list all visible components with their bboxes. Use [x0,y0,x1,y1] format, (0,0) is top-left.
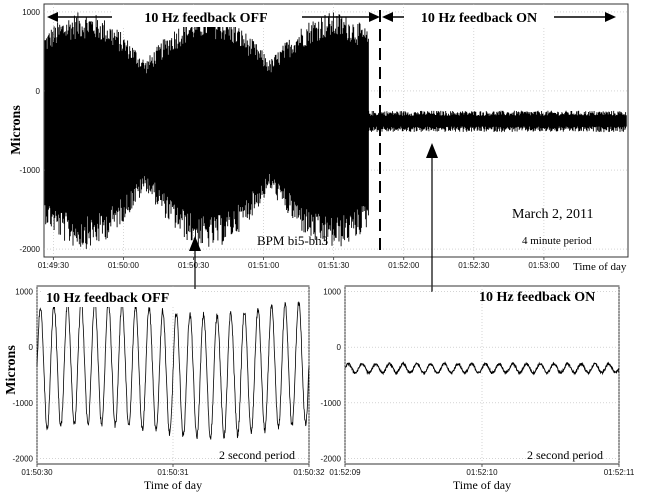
on-arrow-right-head [605,12,616,22]
bl-x-axis-label: Time of day [144,478,202,492]
arrow-to-off-subplot-head [189,236,201,251]
top-x-ticks: 01:49:30 01:50:00 01:50:30 01:51:00 01:51:30… [38,261,560,270]
bl-series-trace [36,299,310,440]
top-series [44,12,627,249]
br-x-axis-label: Time of day [453,478,511,492]
off-arrow-right-head [369,12,380,22]
top-x-tick-label: 01:52:30 [458,261,490,270]
br-y-tick-label: -2000 [321,454,342,463]
bl-y-tick-label: 1000 [15,288,33,297]
top-y-tick-label: 0 [36,87,41,96]
br-x-tick-label: 01:52:10 [466,468,498,477]
top-x-tick-label: 01:50:00 [108,261,140,270]
br-y-tick-label: 1000 [323,288,341,297]
br-title: 10 Hz feedback ON [479,290,595,305]
off-label-bg [112,7,302,27]
top-y-tick-label: -2000 [20,245,41,254]
bpm-annotation: BPM bi5-bh3 [257,233,328,248]
top-x-tick-label: 01:49:30 [38,261,70,270]
bl-x-ticks: 01:50:30 01:50:31 01:50:32 [21,468,325,477]
bottom-right-chart: 1000 0 -1000 -2000 01:52:09 01:52:10 01:52:11… [321,285,635,492]
br-y-tick-label: 0 [337,343,342,352]
top-plot-frame [43,3,629,258]
period-annotation: 4 minute period [522,235,592,247]
top-y-tick-label: 1000 [22,8,40,17]
br-y-ticks: 1000 0 -1000 -2000 [321,288,342,464]
on-arrow-left-head [382,12,393,22]
br-period-label: 2 second period [527,448,603,462]
date-annotation: March 2, 2011 [512,207,594,222]
br-series [344,361,620,376]
off-label: 10 Hz feedback OFF [144,11,267,26]
bl-y-axis-label: Microns [4,345,19,395]
br-x-tick-label: 01:52:11 [604,468,635,477]
bl-y-tick-label: -2000 [13,454,34,463]
br-y-tick-label: -1000 [321,399,342,408]
bottom-left-chart: 1000 0 -1000 -2000 01:50:30 01:50:31 01:50:32… [4,285,325,492]
on-label: 10 Hz feedback ON [421,11,537,26]
bl-y-ticks: 1000 0 -1000 -2000 [13,288,34,464]
bl-x-tick-label: 01:50:31 [157,468,189,477]
br-x-ticks: 01:52:09 01:52:10 01:52:11 [329,468,634,477]
bl-x-tick-label: 01:50:32 [293,468,325,477]
top-x-tick-label: 01:51:30 [318,261,350,270]
bl-title: 10 Hz feedback OFF [46,291,169,306]
top-series-trace [44,12,627,249]
bl-y-tick-label: -1000 [13,399,34,408]
bl-x-tick-label: 01:50:30 [21,468,53,477]
on-label-bg [404,7,554,27]
top-x-tick-label: 01:50:30 [178,261,210,270]
bl-y-tick-label: 0 [29,343,34,352]
br-series-trace [344,361,620,376]
top-x-tick-label: 01:51:00 [248,261,280,270]
top-chart: 1000 0 -1000 -2000 01:49:30 01:50:00 01:50:30… [9,3,629,294]
top-y-axis-label: Microns [9,105,24,155]
top-x-tick-label: 01:53:00 [528,261,560,270]
bl-series [36,299,310,440]
bl-period-label: 2 second period [219,448,295,462]
top-y-tick-label: -1000 [20,166,41,175]
top-y-ticks: 1000 0 -1000 -2000 [20,8,41,254]
off-arrow-left-head [47,12,58,22]
arrow-to-on-subplot-head [426,143,438,158]
br-grid [344,286,620,467]
top-x-tick-label: 01:52:00 [388,261,420,270]
br-x-tick-label: 01:52:09 [329,468,361,477]
br-plot-frame [344,285,620,465]
top-x-axis-label: Time of day [573,261,627,273]
bl-title-bg [42,289,202,307]
